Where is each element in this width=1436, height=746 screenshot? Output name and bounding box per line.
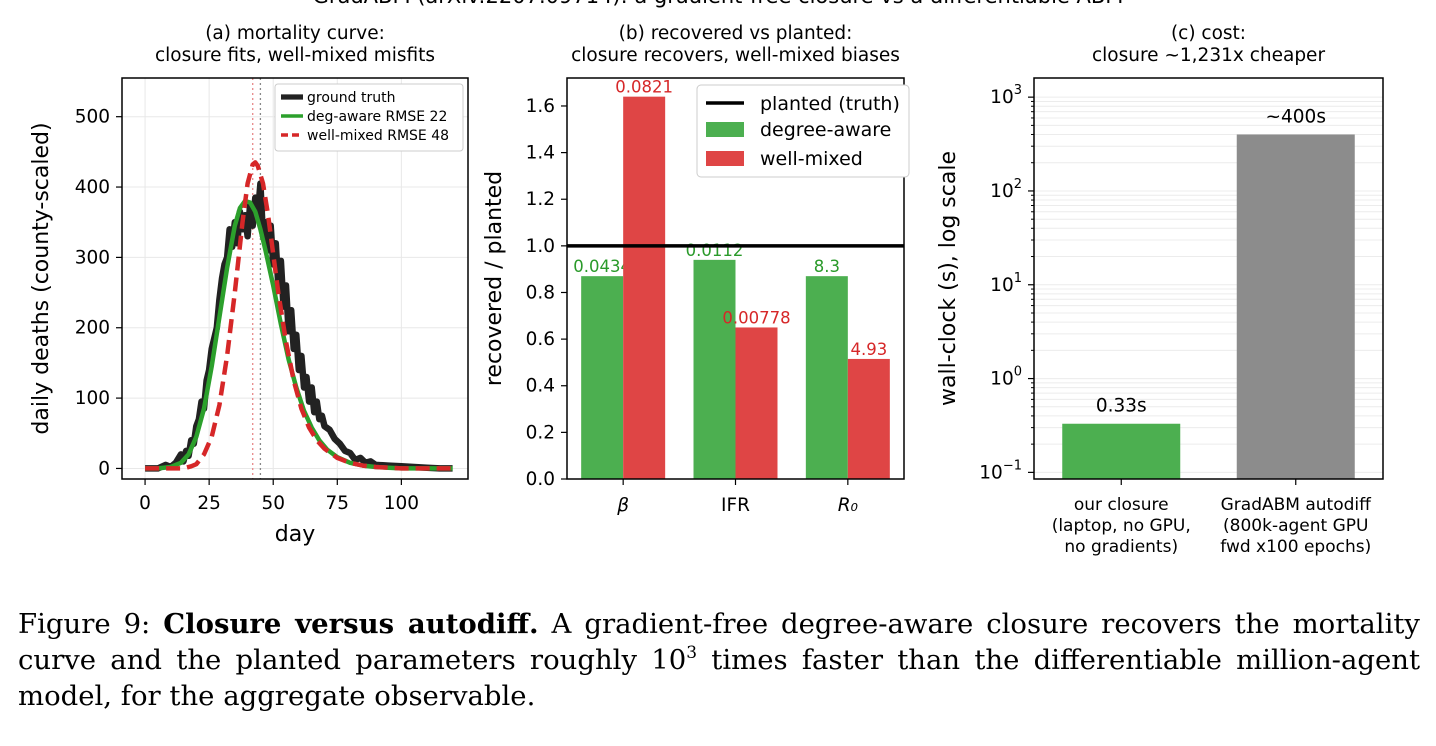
panel-b-y-tick-label: 0.0 [526, 469, 555, 490]
panel-b-legend-label: planted (truth) [760, 93, 900, 115]
panel-b-title-line: closure recovers, well-mixed biases [571, 45, 900, 66]
panel-c-x-tick-label-line: (800k-agent GPU [1223, 516, 1368, 536]
panel-c-cost: (c) cost:closure ~1,231x cheaper 10−1 100 1… [936, 23, 1384, 557]
panel-b-bar-value-label: 0.0821 [615, 78, 673, 97]
panel-b-bar-value-label: 0.0112 [686, 241, 744, 260]
panel-c-y-tick-label: 10−1 [979, 458, 1022, 483]
panel-b-y-tick-label: 1.0 [526, 236, 555, 257]
figure: GradABM (arXiv:2207.09714): a gradient-f… [29, 0, 1384, 557]
caption-label: Figure 9: [18, 608, 151, 640]
panel-b-bar-degree-aware [805, 276, 848, 479]
panel-b-y-tick-label: 1.4 [526, 143, 555, 164]
panel-b-bar-degree-aware [693, 259, 736, 479]
panel-a-plot-area [145, 78, 453, 479]
panel-a-x-tick-label: 0 [139, 493, 151, 514]
panel-b-legend: planted (truth) degree-aware well-mixed [696, 84, 910, 178]
panel-c-y-axis-label: wall-clock (s), log scale [936, 151, 961, 406]
panel-b-y-tick-label: 0.6 [526, 329, 555, 350]
panel-c-x-tick-label-line: fwd x100 epochs) [1220, 537, 1371, 557]
panel-b-bar-well-mixed [847, 358, 890, 479]
panel-c-bar [1062, 423, 1181, 479]
panel-b-legend-box [696, 84, 910, 178]
panel-c-bar-value-label: ~400s [1266, 106, 1326, 127]
caption-bold-title: Closure versus autodiff. [163, 608, 539, 640]
caption-text-end: times faster than the differentiable mil… [18, 644, 1420, 712]
panel-b-bar-well-mixed [623, 96, 666, 480]
panel-c-y-tick-label: 101 [990, 271, 1022, 296]
panel-c-x-tick-label-line: no gradients) [1064, 537, 1178, 557]
panel-b-y-tick-label: 1.2 [526, 189, 555, 210]
panel-b-bar-degree-aware [581, 276, 624, 479]
panel-b-legend-label: degree-aware [760, 119, 891, 141]
figure-suptitle: GradABM (arXiv:2207.09714): a gradient-f… [313, 0, 1124, 8]
panel-a-legend: ground truth deg-aware RMSE 22 well-mixed … [274, 83, 464, 152]
panel-b-y-tick-label: 0.2 [526, 422, 555, 443]
panel-a-y-tick-label: 200 [75, 318, 110, 339]
panel-a-series-line [145, 180, 453, 472]
caption-text: A gradient-free degree-aware closure rec… [18, 608, 1420, 676]
panel-b-y-axis-label: recovered / planted [482, 171, 507, 386]
panel-a-legend-label: deg-aware RMSE 22 [307, 109, 447, 125]
panel-a-frame [121, 77, 469, 480]
figure-caption: Figure 9: Closure versus autodiff. A gra… [18, 606, 1420, 714]
panel-c-frame [1033, 77, 1384, 480]
panel-a-x-tick-label: 75 [326, 493, 350, 514]
panel-a-legend-label: ground truth [307, 90, 395, 106]
panel-c-title-line: closure ~1,231x cheaper [1092, 45, 1325, 66]
panel-a-title-line: closure fits, well-mixed misfits [155, 45, 435, 66]
panel-c-x-tick-label-line: GradABM autodiff [1221, 495, 1373, 515]
panel-b-bar-value-label: 8.3 [814, 257, 840, 276]
panel-a-y-tick-label: 300 [75, 247, 110, 268]
panel-a-legend-label: well-mixed RMSE 48 [307, 128, 449, 144]
panel-c-y-tick-label: 102 [990, 177, 1022, 202]
panel-b-x-tick-label: β [616, 495, 629, 516]
panel-a-legend-box [274, 83, 464, 152]
panel-a-y-tick-label: 400 [75, 177, 110, 198]
panel-b-x-tick-label: IFR [721, 495, 750, 516]
panel-a-series-line [145, 160, 453, 471]
panel-c-title-line: (c) cost: [1171, 23, 1246, 44]
panel-a-x-axis-label: day [275, 522, 315, 547]
panel-a-x-tick-label: 50 [261, 493, 285, 514]
panel-b-bar-well-mixed [735, 327, 778, 479]
panel-b-y-tick-label: 1.6 [526, 96, 555, 117]
panel-c-y-tick-label: 100 [990, 365, 1022, 390]
panel-b-legend-label: well-mixed [760, 148, 863, 170]
panel-b-legend-handle [706, 151, 744, 166]
panel-b-y-tick-label: 0.8 [526, 282, 555, 303]
caption-superscript: 3 [686, 643, 698, 663]
panel-a-y-tick-label: 0 [98, 458, 110, 479]
panel-b-frame [566, 77, 905, 480]
panel-a-y-tick-label: 100 [75, 388, 110, 409]
panel-b-legend-handle [706, 122, 744, 137]
panel-b-y-tick-label: 0.4 [526, 376, 555, 397]
panel-c-y-tick-label: 103 [990, 83, 1022, 108]
panel-c-bar-value-label: 0.33s [1096, 396, 1147, 417]
panel-b-bar-value-label: 4.93 [850, 340, 887, 359]
panel-b-title-line: (b) recovered vs planted: [619, 23, 853, 44]
panel-a-mortality-curve: (a) mortality curve:closure fits, well-m… [29, 23, 469, 547]
panel-a-title-line: (a) mortality curve: [205, 23, 385, 44]
panel-a-x-tick-label: 25 [197, 493, 221, 514]
panel-c-x-tick-label-line: (laptop, no GPU, [1052, 516, 1191, 536]
panel-b-bar-value-label: 0.00778 [722, 308, 790, 327]
panel-c-x-tick-label-line: our closure [1074, 495, 1169, 515]
panel-b-bar-value-label: 0.0434 [573, 257, 631, 276]
panel-b-x-tick-label: R₀ [838, 495, 859, 516]
panel-c-bar [1236, 134, 1355, 479]
panel-a-y-tick-label: 500 [75, 107, 110, 128]
panel-b-recovered-vs-planted: (b) recovered vs planted:closure recover… [482, 23, 910, 516]
panel-a-y-axis-label: daily deaths (county-scaled) [29, 122, 54, 434]
panel-a-x-tick-label: 100 [384, 493, 419, 514]
